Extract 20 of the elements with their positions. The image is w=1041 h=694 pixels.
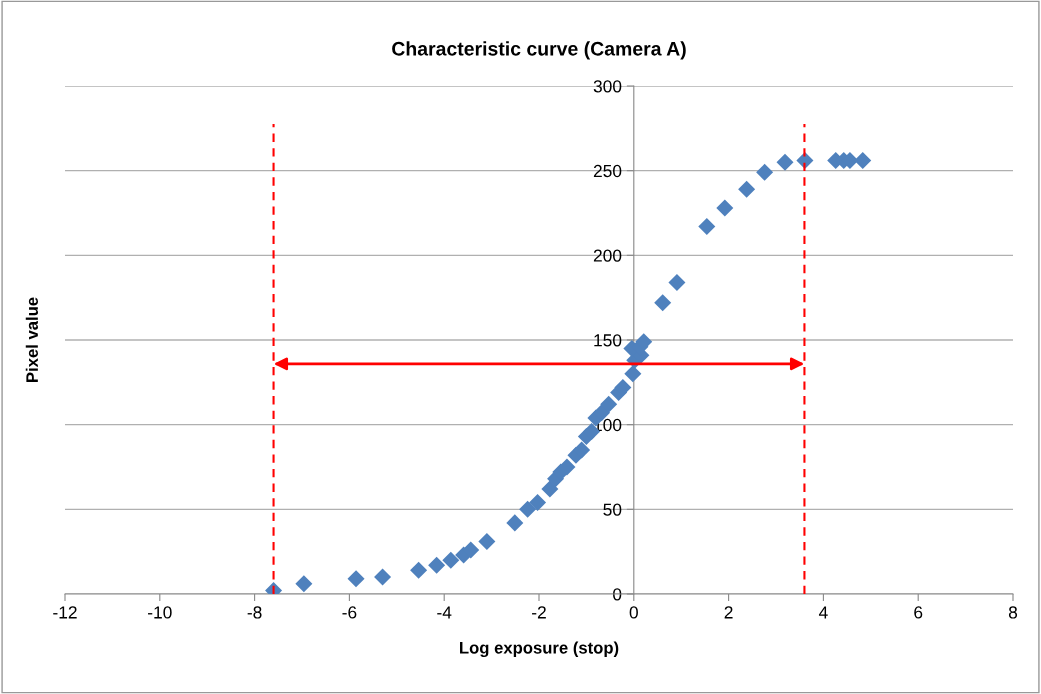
x-tick-label: -10 (148, 606, 172, 619)
y-axis-title: Pixel value (25, 297, 39, 382)
x-tick-label: 8 (1008, 606, 1018, 619)
x-axis-title: Log exposure (stop) (460, 641, 619, 658)
y-tick-label: 150 (594, 334, 622, 347)
y-tick-label: 0 (613, 588, 622, 601)
x-tick-label: -12 (53, 606, 77, 619)
x-tick-label: -4 (437, 606, 452, 619)
x-tick-label: -8 (247, 606, 262, 619)
chart-title: Characteristic curve (Camera A) (392, 41, 686, 60)
y-tick-label: 50 (603, 503, 622, 516)
x-tick-label: 6 (914, 606, 923, 619)
x-tick-label: 4 (818, 606, 828, 619)
y-tick-label: 250 (593, 164, 622, 178)
x-tick-label: 0 (629, 606, 638, 619)
x-tick-label: -2 (532, 606, 546, 619)
x-tick-label: -6 (342, 606, 357, 619)
y-tick-label: 200 (593, 249, 622, 262)
x-tick-label: 2 (724, 606, 733, 619)
y-tick-label: 300 (593, 80, 622, 93)
